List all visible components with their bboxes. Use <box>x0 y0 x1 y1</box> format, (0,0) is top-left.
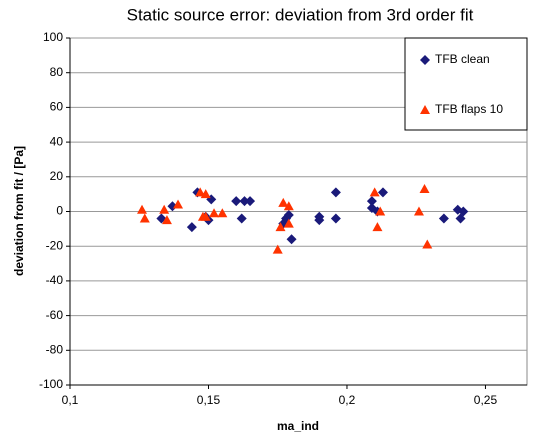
x-tick-label: 0,15 <box>197 393 221 407</box>
point <box>209 208 220 218</box>
x-axis-label: ma_ind <box>277 419 319 433</box>
point <box>161 215 172 225</box>
y-tick-label: 0 <box>56 204 63 218</box>
y-tick-label: -100 <box>39 377 63 391</box>
x-tick-label: 0,1 <box>62 393 79 407</box>
legend-label: TFB clean <box>435 52 490 66</box>
point <box>278 197 289 207</box>
chart-title: Static source error: deviation from 3rd … <box>127 5 474 24</box>
point <box>419 183 430 193</box>
point <box>231 196 242 207</box>
point <box>173 199 184 209</box>
point <box>286 234 297 245</box>
point <box>330 187 341 198</box>
point <box>167 201 178 212</box>
point <box>159 204 170 214</box>
point <box>200 211 211 221</box>
point <box>413 206 424 216</box>
y-tick-label: -80 <box>46 342 64 356</box>
point <box>314 215 325 226</box>
y-tick-label: 20 <box>50 169 64 183</box>
point <box>272 244 283 254</box>
legend-marker <box>420 105 430 114</box>
point <box>200 189 211 199</box>
point <box>458 206 469 217</box>
y-tick-label: -60 <box>46 308 64 322</box>
point <box>245 196 256 207</box>
point <box>186 222 197 233</box>
legend-box <box>404 37 528 131</box>
point <box>369 187 380 197</box>
point <box>283 201 294 211</box>
point <box>195 187 206 197</box>
x-tick-label: 0,2 <box>339 393 356 407</box>
point <box>139 213 150 223</box>
point <box>422 239 433 249</box>
point <box>283 209 294 220</box>
point <box>137 204 148 214</box>
y-tick-label: 80 <box>50 65 64 79</box>
y-tick-label: -40 <box>46 273 64 287</box>
y-tick-label: -20 <box>46 238 64 252</box>
point <box>375 206 386 216</box>
point <box>330 213 341 224</box>
y-tick-label: 40 <box>50 134 64 148</box>
point <box>372 222 383 232</box>
y-tick-label: 100 <box>43 30 63 44</box>
point <box>239 196 250 207</box>
point <box>236 213 247 224</box>
point <box>283 218 294 228</box>
point <box>217 208 228 218</box>
legend-label: TFB flaps 10 <box>435 102 503 116</box>
point <box>438 213 449 224</box>
y-axis-label: deviation from fit / [Pa] <box>12 146 26 276</box>
legend-marker <box>420 55 430 65</box>
point <box>275 222 286 232</box>
point <box>366 196 377 207</box>
point <box>377 187 388 198</box>
x-tick-label: 0,25 <box>474 393 498 407</box>
y-tick-label: 60 <box>50 100 64 114</box>
